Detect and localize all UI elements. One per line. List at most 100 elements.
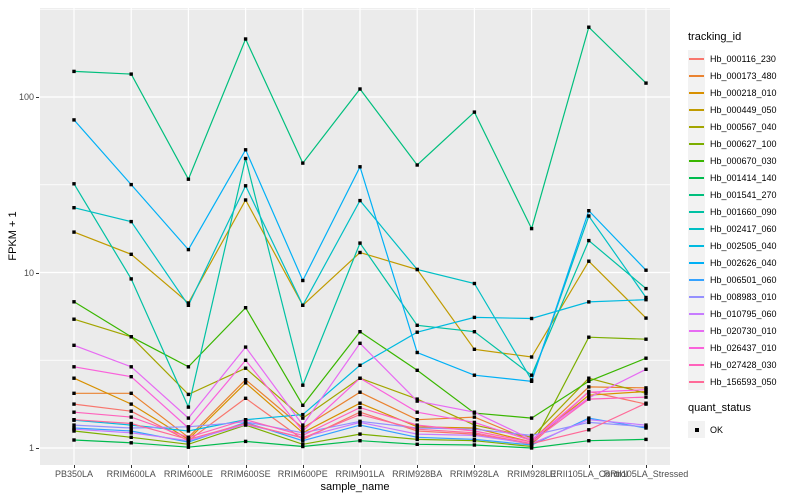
data-point [243, 381, 248, 385]
data-point [587, 209, 591, 213]
legend-key [688, 135, 705, 152]
legend-line-swatch [689, 295, 704, 298]
data-point [243, 156, 248, 161]
y-tick-mark [36, 97, 39, 98]
data-point [644, 286, 648, 291]
x-tick-mark [302, 465, 304, 468]
data-point [587, 25, 591, 29]
data-point [587, 393, 591, 397]
data-point [644, 395, 648, 399]
data-point [529, 435, 534, 439]
data-point [243, 421, 248, 426]
data-point [358, 405, 362, 410]
data-point [301, 403, 305, 407]
legend-key [688, 339, 705, 356]
data-point [186, 301, 191, 305]
data-point [529, 373, 534, 377]
data-point [72, 206, 76, 210]
legend-item-quant-OK: OK [688, 421, 800, 438]
x-tick-mark [417, 465, 419, 468]
plot-panel [40, 8, 670, 465]
y-tick-label-100: 100 [18, 92, 34, 102]
legend-item-label: Hb_026437_010 [710, 342, 777, 353]
data-point [644, 298, 648, 302]
legend-item-Hb_002626_040: Hb_002626_040 [688, 254, 800, 271]
data-point [472, 427, 477, 431]
data-point [72, 402, 76, 406]
data-point [587, 418, 591, 422]
legend-line-swatch [689, 108, 704, 111]
legend-key [688, 322, 705, 339]
legend-item-Hb_008983_010: Hb_008983_010 [688, 288, 800, 305]
data-point [472, 431, 477, 435]
legend-item-label: Hb_010795_060 [710, 308, 777, 319]
data-point [529, 441, 534, 446]
legend-key [688, 220, 705, 237]
data-point [587, 335, 591, 339]
x-tick-label-RRIM600LE: RRIM600LE [163, 469, 213, 479]
x-tick-mark [131, 465, 133, 468]
data-point [644, 295, 648, 300]
data-point [358, 401, 362, 405]
data-point [472, 429, 477, 433]
data-point [644, 268, 648, 272]
data-point [358, 390, 362, 394]
x-tick-label-RRIM600LA: RRIM600LA [106, 469, 156, 479]
legend-line-swatch [689, 261, 704, 264]
data-point [587, 439, 591, 443]
x-tick-label-RRIM928LE: RRIM928LE [507, 469, 557, 479]
x-tick-mark [588, 465, 590, 468]
data-point [415, 368, 419, 372]
data-point [72, 391, 76, 395]
data-point [358, 87, 362, 91]
legend-title-tracking-id: tracking_id [688, 31, 742, 43]
data-point [529, 433, 534, 438]
data-point [301, 303, 305, 307]
data-point [129, 252, 133, 256]
data-point [644, 356, 648, 360]
legend-item-Hb_000670_030: Hb_000670_030 [688, 152, 800, 169]
legend-item-label: Hb_156593_050 [710, 376, 777, 387]
data-point [72, 317, 76, 321]
data-point [644, 386, 648, 390]
data-point [72, 410, 76, 414]
legend-item-label: Hb_006501_060 [710, 274, 777, 285]
data-point [72, 230, 76, 234]
legend-line-swatch [689, 125, 704, 128]
data-point [129, 72, 133, 76]
legend-item-Hb_010795_060: Hb_010795_060 [688, 305, 800, 322]
data-point [587, 420, 591, 425]
data-point [529, 316, 534, 321]
legend-line-swatch [689, 244, 704, 247]
x-axis-title: sample_name [320, 481, 390, 493]
data-point [472, 315, 477, 320]
data-point [415, 418, 419, 422]
black-square-point-icon [694, 427, 699, 432]
y-tick-label-10: 10 [23, 267, 34, 278]
data-point [358, 432, 362, 436]
data-point [472, 347, 477, 351]
legend-line-swatch [689, 380, 704, 383]
data-point [129, 402, 133, 406]
data-point [301, 278, 305, 283]
data-point [415, 397, 419, 401]
data-point [186, 442, 191, 446]
legend-key [688, 84, 705, 101]
legend-line-swatch [689, 159, 704, 162]
data-point [129, 277, 133, 281]
legend-key [688, 288, 705, 305]
data-point [587, 428, 591, 432]
data-point [243, 418, 248, 422]
legend-item-Hb_002505_040: Hb_002505_040 [688, 237, 800, 254]
data-point [301, 444, 305, 449]
data-point [529, 416, 534, 420]
legend-item-label: Hb_027428_030 [710, 359, 777, 370]
legend-key [688, 421, 705, 438]
data-point [243, 366, 248, 370]
legend-key [688, 203, 705, 220]
data-point [129, 426, 133, 430]
data-point [301, 442, 305, 446]
x-tick-label-RRII105LA_Control: RRII105LA_Control [549, 469, 628, 479]
data-point [472, 423, 477, 427]
legend-line-swatch [689, 142, 704, 145]
